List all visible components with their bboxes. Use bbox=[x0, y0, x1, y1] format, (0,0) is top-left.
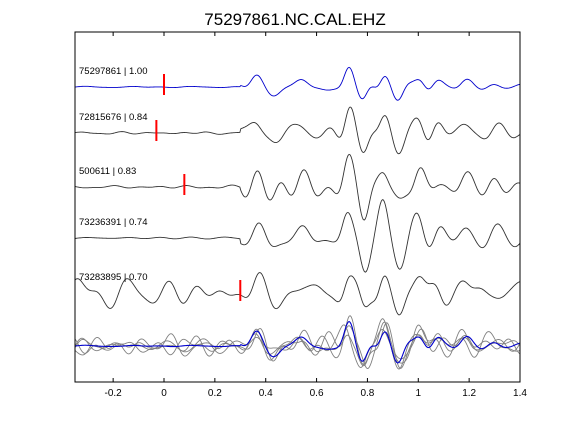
x-tick-label: 0.6 bbox=[310, 388, 324, 399]
axes-box bbox=[74, 31, 521, 383]
x-tick-label: 0.8 bbox=[360, 388, 374, 399]
trace-1: 75297861 | 1.00 bbox=[74, 66, 521, 101]
trace-waveform bbox=[74, 272, 521, 316]
trace-waveform bbox=[74, 106, 521, 155]
x-tick-label: 0 bbox=[161, 388, 167, 399]
trace-5: 73283895 | 0.70 bbox=[74, 272, 521, 316]
trace-4: 73236391 | 0.74 bbox=[74, 199, 521, 273]
x-tick-label: 1.2 bbox=[462, 388, 476, 399]
stack-trace bbox=[74, 324, 521, 368]
stack-master-trace bbox=[74, 320, 521, 364]
trace-waveform bbox=[74, 153, 521, 221]
trace-label: 72815676 | 0.84 bbox=[79, 112, 148, 123]
x-tick-label: 1.4 bbox=[513, 388, 527, 399]
stack-trace bbox=[74, 321, 521, 369]
x-tick-label: 1 bbox=[416, 388, 422, 399]
trace-stack bbox=[74, 315, 521, 370]
trace-2: 72815676 | 0.84 bbox=[74, 106, 521, 155]
trace-label: 75297861 | 1.00 bbox=[79, 66, 148, 77]
x-tick-label: 0.4 bbox=[259, 388, 273, 399]
trace-3: 500611 | 0.83 bbox=[74, 153, 521, 221]
trace-waveform bbox=[74, 66, 521, 101]
chart-title: 75297861.NC.CAL.EHZ bbox=[204, 10, 385, 29]
x-axis: -0.2 0 0.2 0.4 0.6 0.8 1 1.2 1.4 bbox=[105, 32, 527, 399]
trace-label: 73283895 | 0.70 bbox=[79, 272, 148, 283]
trace-waveform bbox=[74, 199, 521, 273]
x-tick-label: 0.2 bbox=[208, 388, 222, 399]
trace-label: 500611 | 0.83 bbox=[79, 166, 136, 177]
plot-area: 75297861 | 1.00 72815676 | 0.84 500611 | 0… bbox=[74, 66, 521, 370]
x-tick-label: -0.2 bbox=[105, 388, 123, 399]
trace-label: 73236391 | 0.74 bbox=[79, 217, 148, 228]
